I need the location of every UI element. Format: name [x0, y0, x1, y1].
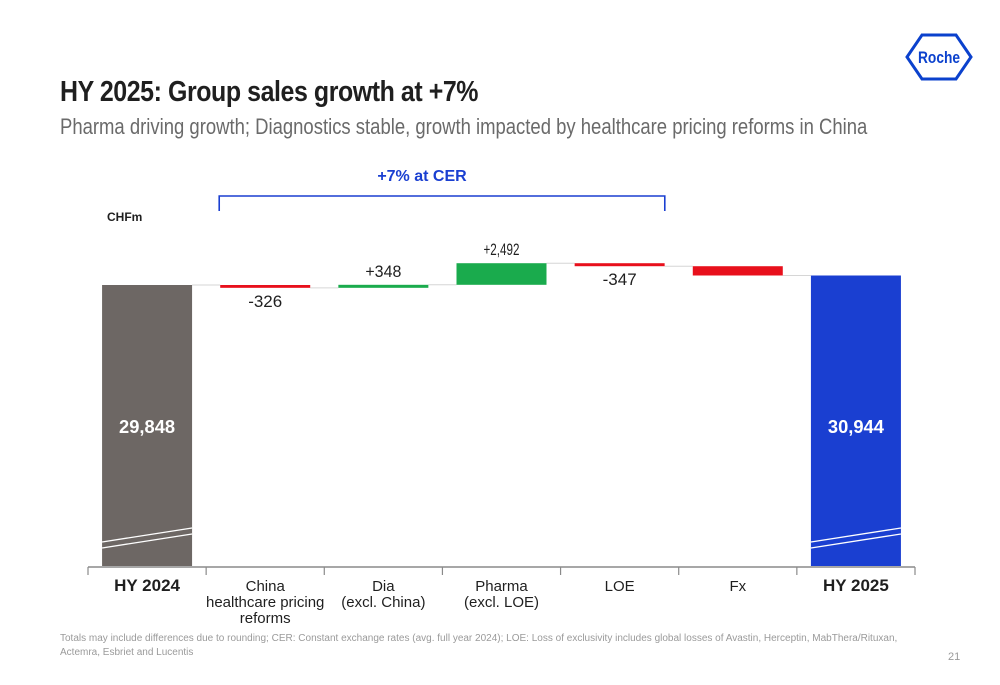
- total-bar: [102, 285, 193, 566]
- growth-bracket: [218, 195, 666, 211]
- x-tick-label: healthcare pricing: [206, 594, 324, 611]
- bracket-label: +7% at CER: [377, 168, 467, 185]
- x-tick-label: HY 2025: [823, 576, 889, 595]
- page-number: 21: [948, 651, 961, 663]
- data-label: -1,071: [716, 279, 760, 298]
- axis-break-mark: [810, 533, 902, 549]
- increase-bar: [338, 284, 429, 288]
- total-bar: [810, 275, 901, 566]
- data-label: -347: [603, 270, 637, 289]
- unit-label: CHFm: [107, 210, 142, 224]
- axis-break-mark: [810, 527, 902, 543]
- axis-break-mark: [101, 527, 193, 543]
- page-title: HY 2025: Group sales growth at +7%: [60, 76, 479, 108]
- x-tick-label: Dia: [372, 578, 395, 595]
- data-label: -326: [248, 292, 282, 311]
- x-tick-label: China: [246, 578, 286, 595]
- data-label: +2,492: [484, 240, 520, 259]
- footnote: Totals may include differences due to ro…: [60, 633, 898, 658]
- decrease-bar: [220, 285, 311, 288]
- x-tick-label: (excl. LOE): [464, 594, 539, 611]
- logo-text: Roche: [918, 48, 960, 67]
- x-tick-label: HY 2024: [114, 576, 180, 595]
- x-tick-label: LOE: [605, 578, 635, 595]
- increase-bar: [456, 263, 547, 285]
- data-label: 29,848: [119, 417, 175, 437]
- x-tick-label: (excl. China): [341, 594, 425, 611]
- decrease-bar: [574, 263, 665, 267]
- axis-break-mark: [101, 533, 193, 549]
- x-tick-label: reforms: [240, 610, 291, 627]
- page-subtitle: Pharma driving growth; Diagnostics stabl…: [60, 114, 868, 139]
- data-label: 30,944: [828, 417, 884, 437]
- data-label: +348: [365, 262, 401, 281]
- decrease-bar: [692, 266, 783, 276]
- x-tick-label: Pharma: [475, 578, 528, 595]
- x-tick-label: Fx: [729, 578, 746, 595]
- roche-logo: Roche: [905, 33, 973, 81]
